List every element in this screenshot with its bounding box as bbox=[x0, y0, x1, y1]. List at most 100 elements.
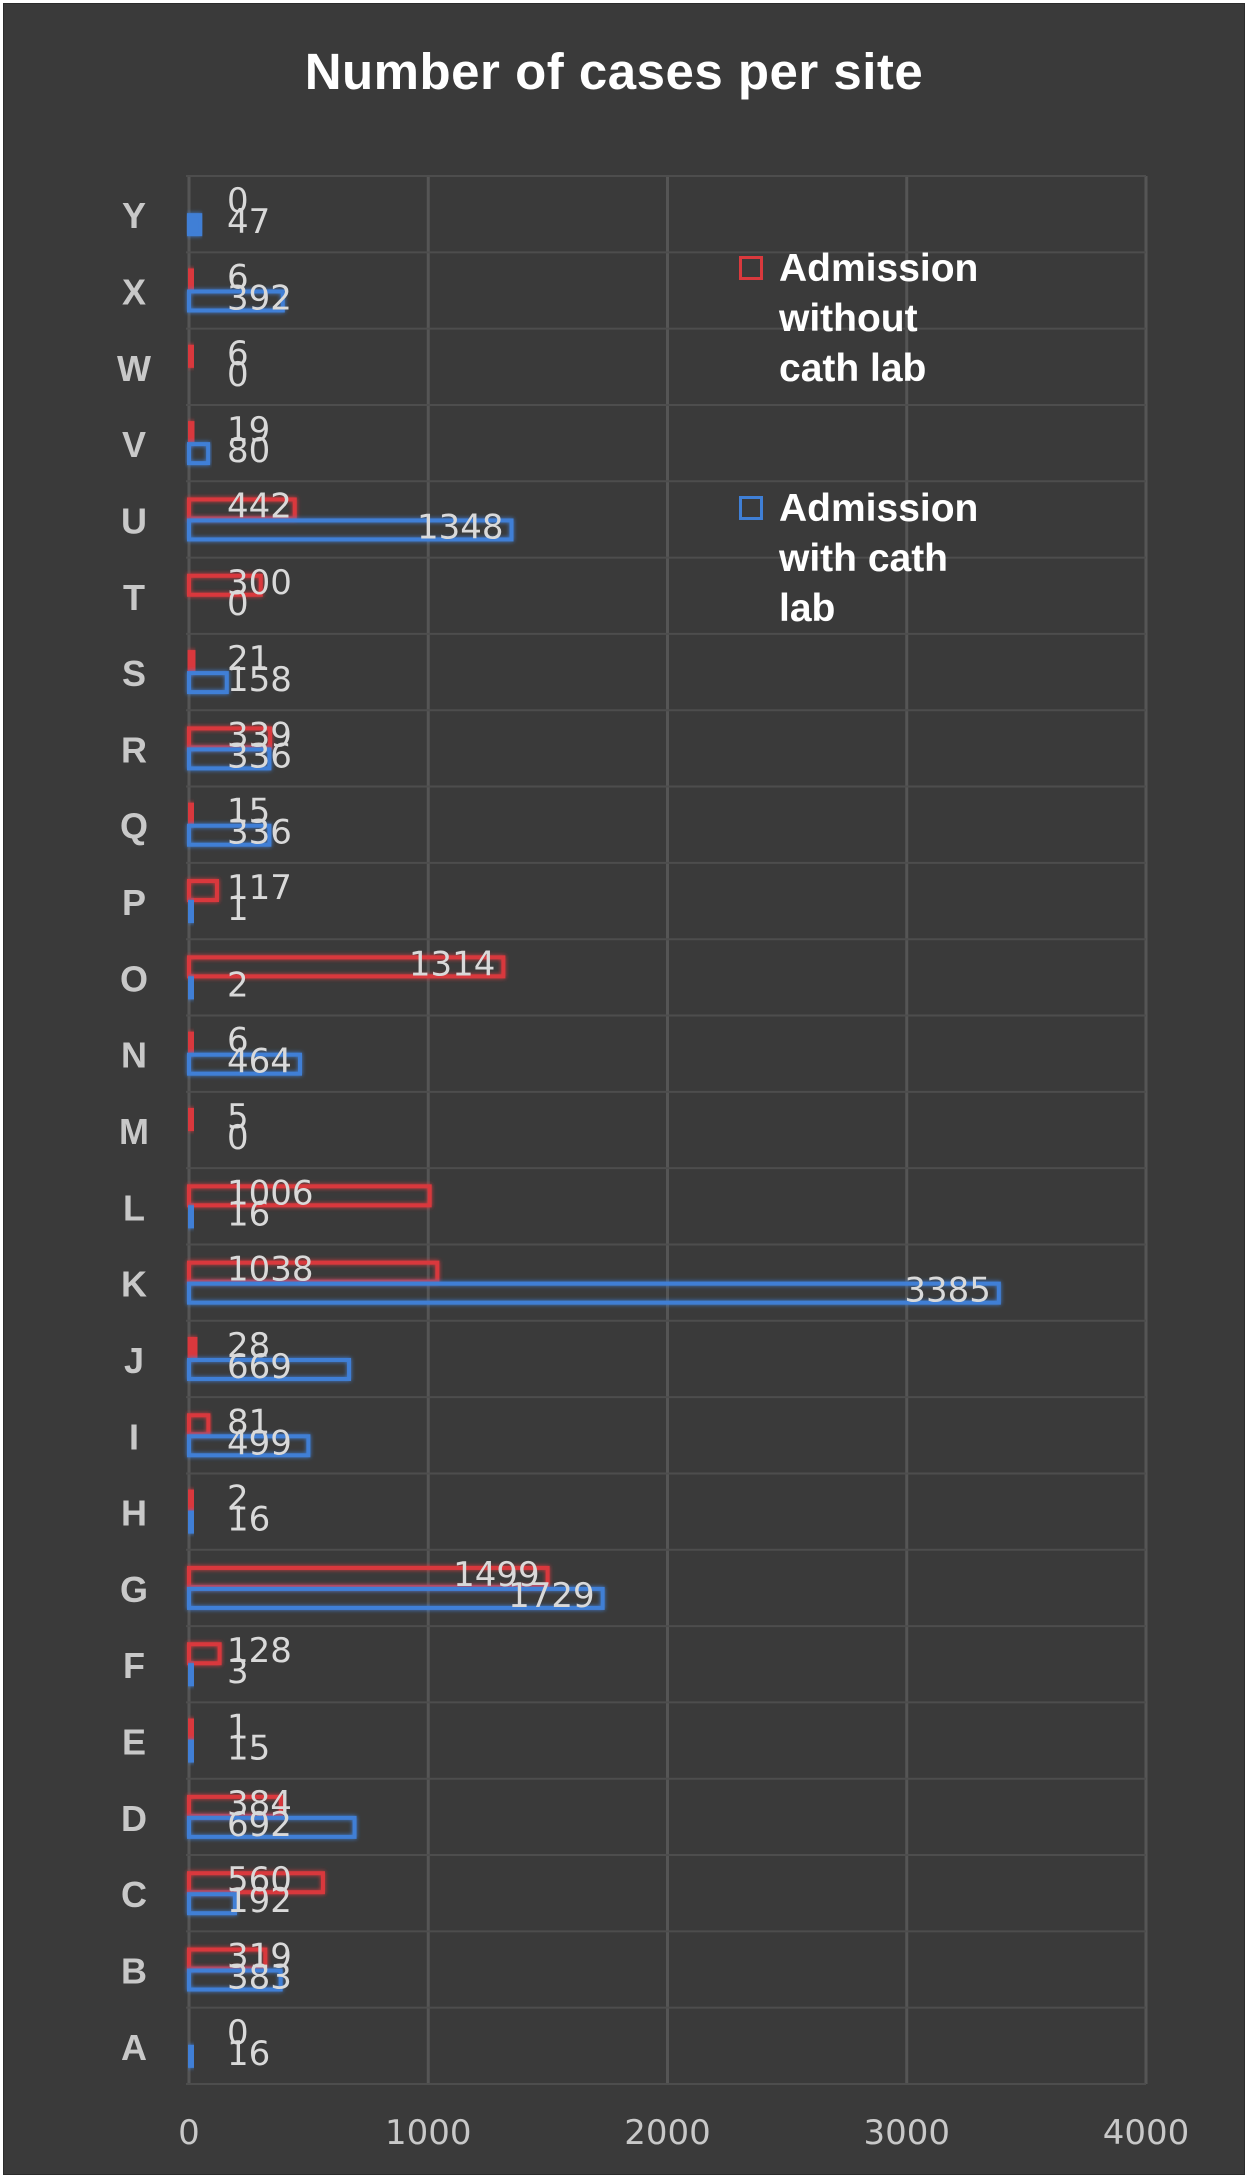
bar-without-cath-lab bbox=[187, 955, 506, 979]
legend-label-line: cath lab bbox=[779, 347, 927, 390]
bar-with-cath-lab bbox=[187, 1281, 1001, 1305]
value-label-with-cath-lab: 392 bbox=[227, 278, 292, 318]
value-labels: 0163193835601923846921151283149917292168… bbox=[227, 181, 991, 2074]
category-label: N bbox=[121, 1035, 147, 1076]
legend: Admission without cath lab Admission wit… bbox=[739, 244, 1039, 634]
legend-item-without-cath-lab: Admission without cath lab bbox=[739, 244, 1039, 394]
bar-without-cath-lab bbox=[187, 1871, 325, 1895]
bar-with-cath-lab bbox=[187, 747, 272, 771]
value-label-without-cath-lab: 15 bbox=[227, 792, 270, 832]
value-label-without-cath-lab: 28 bbox=[227, 1326, 270, 1366]
value-label-without-cath-lab: 1006 bbox=[227, 1173, 314, 1213]
value-label-without-cath-lab: 0 bbox=[227, 2013, 249, 2053]
value-label-without-cath-lab: 5 bbox=[227, 1097, 249, 1137]
bar-without-cath-lab bbox=[187, 879, 219, 903]
category-label: E bbox=[122, 1722, 146, 1763]
category-label: W bbox=[117, 348, 151, 389]
bar-without-cath-lab bbox=[187, 1489, 195, 1513]
value-label-with-cath-lab: 47 bbox=[227, 202, 270, 242]
category-label: B bbox=[121, 1951, 147, 1992]
value-label-with-cath-lab: 3385 bbox=[904, 1271, 991, 1311]
category-label: T bbox=[123, 577, 145, 618]
category-label: F bbox=[123, 1645, 145, 1686]
bar-with-cath-lab bbox=[187, 1434, 311, 1458]
value-label-with-cath-lab: 16 bbox=[227, 1500, 270, 1540]
value-label-without-cath-lab: 300 bbox=[227, 563, 292, 603]
value-label-with-cath-lab: 3 bbox=[227, 1652, 249, 1692]
category-label: J bbox=[124, 1340, 144, 1381]
bar-with-cath-lab bbox=[187, 1663, 195, 1687]
value-label-with-cath-lab: 16 bbox=[227, 2034, 270, 2074]
value-label-without-cath-lab: 319 bbox=[227, 1937, 292, 1977]
legend-label-line: lab bbox=[779, 587, 836, 630]
legend-label-line: Admission bbox=[779, 247, 979, 290]
value-label-without-cath-lab: 560 bbox=[227, 1860, 292, 1900]
value-label-without-cath-lab: 0 bbox=[227, 181, 249, 221]
bar-with-cath-lab bbox=[187, 289, 285, 313]
value-label-without-cath-lab: 384 bbox=[227, 1784, 292, 1824]
bar-with-cath-lab bbox=[187, 1052, 303, 1076]
bar-with-cath-lab bbox=[187, 442, 211, 466]
value-label-with-cath-lab: 0 bbox=[227, 355, 249, 395]
category-label: A bbox=[121, 2027, 147, 2068]
gridlines bbox=[186, 175, 1148, 2085]
category-label: U bbox=[121, 500, 147, 541]
value-label-with-cath-lab: 336 bbox=[227, 736, 292, 776]
value-label-with-cath-lab: 0 bbox=[227, 584, 249, 624]
legend-label-line: Admission bbox=[779, 487, 979, 530]
value-label-without-cath-lab: 1499 bbox=[453, 1555, 540, 1595]
value-label-with-cath-lab: 336 bbox=[227, 813, 292, 853]
value-label-without-cath-lab: 339 bbox=[227, 715, 292, 755]
category-label: G bbox=[120, 1569, 148, 1610]
value-label-with-cath-lab: 1729 bbox=[508, 1576, 595, 1616]
bar-without-cath-lab bbox=[187, 1413, 211, 1437]
bar-without-cath-lab bbox=[187, 1336, 198, 1360]
value-label-without-cath-lab: 117 bbox=[227, 868, 292, 908]
value-label-without-cath-lab: 6 bbox=[227, 257, 249, 297]
category-label: O bbox=[120, 958, 148, 999]
value-label-with-cath-lab: 669 bbox=[227, 1347, 292, 1387]
bar-with-cath-lab bbox=[187, 1892, 237, 1916]
bar-with-cath-lab bbox=[187, 823, 272, 847]
bar-with-cath-lab bbox=[187, 671, 229, 695]
bar-with-cath-lab bbox=[187, 1205, 195, 1229]
bar-with-cath-lab bbox=[187, 1739, 195, 1763]
value-label-with-cath-lab: 2 bbox=[227, 965, 249, 1005]
bar-without-cath-lab bbox=[187, 1031, 195, 1055]
bar-without-cath-lab bbox=[187, 268, 195, 292]
value-label-without-cath-lab: 442 bbox=[227, 486, 292, 526]
value-label-with-cath-lab: 1 bbox=[227, 889, 249, 929]
bar-with-cath-lab bbox=[187, 1586, 605, 1610]
value-label-with-cath-lab: 692 bbox=[227, 1805, 292, 1845]
category-label: P bbox=[122, 882, 146, 923]
bar-without-cath-lab bbox=[187, 650, 197, 674]
value-label-with-cath-lab: 192 bbox=[227, 1881, 292, 1921]
bar-with-cath-lab bbox=[187, 1968, 283, 1992]
value-label-without-cath-lab: 1314 bbox=[409, 944, 496, 984]
value-label-with-cath-lab: 1348 bbox=[417, 507, 504, 547]
value-label-without-cath-lab: 128 bbox=[227, 1631, 292, 1671]
legend-swatch-blue bbox=[739, 496, 763, 520]
category-label: C bbox=[121, 1874, 147, 1915]
bar-with-cath-lab bbox=[187, 1510, 195, 1534]
bar-with-cath-lab bbox=[187, 1815, 357, 1839]
bar-without-cath-lab bbox=[187, 344, 195, 368]
value-label-without-cath-lab: 1 bbox=[227, 1708, 249, 1748]
bar-with-cath-lab bbox=[187, 2044, 195, 2068]
value-label-with-cath-lab: 0 bbox=[227, 1118, 249, 1158]
value-label-without-cath-lab: 21 bbox=[227, 639, 270, 679]
bar-with-cath-lab bbox=[187, 976, 195, 1000]
bar-without-cath-lab bbox=[187, 1108, 195, 1131]
bar-without-cath-lab bbox=[187, 1642, 222, 1666]
value-label-with-cath-lab: 80 bbox=[227, 431, 270, 471]
bar-without-cath-lab bbox=[187, 1718, 195, 1742]
value-label-without-cath-lab: 6 bbox=[227, 334, 249, 374]
value-label-with-cath-lab: 16 bbox=[227, 1194, 270, 1234]
value-label-with-cath-lab: 15 bbox=[227, 1729, 270, 1769]
bars bbox=[187, 213, 1001, 2068]
chart-title: Number of cases per site bbox=[304, 43, 924, 100]
category-label: D bbox=[121, 1798, 147, 1839]
x-tick-label: 2000 bbox=[624, 2113, 711, 2153]
category-label: H bbox=[121, 1493, 147, 1534]
value-label-without-cath-lab: 1038 bbox=[227, 1250, 314, 1290]
